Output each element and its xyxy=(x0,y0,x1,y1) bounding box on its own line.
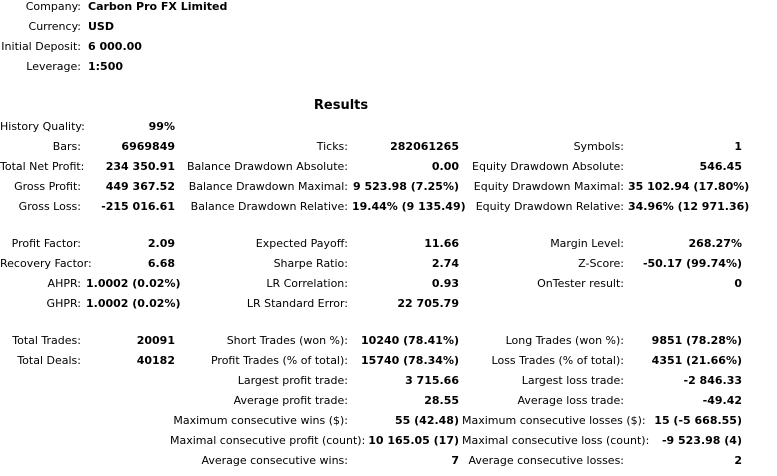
average-consecutive-losses-value: 2 xyxy=(734,454,742,467)
balance-drawdown-maximal-value: 9 523.98 (7.25%) xyxy=(353,180,459,193)
margin-level-value: 268.27% xyxy=(688,237,742,250)
largest-loss-trade-label: Largest loss trade: xyxy=(521,374,624,387)
maximal-consecutive-profit-label: Maximal consecutive profit (count): xyxy=(170,434,366,447)
company-label: Company: xyxy=(25,0,81,13)
profit-factor-label: Profit Factor: xyxy=(11,237,81,250)
symbols-label: Symbols: xyxy=(573,140,624,153)
profit-factor-value: 2.09 xyxy=(147,237,175,250)
equity-drawdown-maximal-label: Equity Drawdown Maximal: xyxy=(473,180,624,193)
expected-payoff-label: Expected Payoff: xyxy=(255,237,348,250)
average-profit-trade-label: Average profit trade: xyxy=(233,394,348,407)
gross-profit-value: 449 367.52 xyxy=(105,180,175,193)
average-loss-trade-label: Average loss trade: xyxy=(517,394,624,407)
max-consecutive-wins-label: Maximum consecutive wins ($): xyxy=(173,414,348,427)
short-trades-label: Short Trades (won %): xyxy=(226,334,348,347)
company-value: Carbon Pro FX Limited xyxy=(88,0,228,13)
average-consecutive-wins-label: Average consecutive wins: xyxy=(201,454,348,467)
ontester-result-value: 0 xyxy=(734,277,742,290)
long-trades-value: 9851 (78.28%) xyxy=(651,334,742,347)
currency-value: USD xyxy=(88,20,114,33)
average-profit-trade-value: 28.55 xyxy=(424,394,459,407)
maximal-consecutive-loss-value: -9 523.98 (4) xyxy=(661,434,742,447)
leverage-value: 1:500 xyxy=(88,60,124,73)
bars-label: Bars: xyxy=(52,140,81,153)
loss-trades-value: 4351 (21.66%) xyxy=(651,354,742,367)
equity-drawdown-relative-value: 34.96% (12 971.36) xyxy=(628,200,750,213)
results-title: Results xyxy=(313,98,369,113)
ghpr-value: 1.0002 (0.02%) xyxy=(86,297,181,310)
max-consecutive-losses-label: Maximum consecutive losses ($): xyxy=(462,414,646,427)
lr-standard-error-label: LR Standard Error: xyxy=(246,297,348,310)
average-consecutive-losses-label: Average consecutive losses: xyxy=(468,454,624,467)
max-consecutive-losses-value: 15 (-5 668.55) xyxy=(654,414,742,427)
largest-profit-trade-label: Largest profit trade: xyxy=(237,374,348,387)
equity-drawdown-maximal-value: 35 102.94 (17.80%) xyxy=(628,180,750,193)
equity-drawdown-absolute-label: Equity Drawdown Absolute: xyxy=(472,160,624,173)
lr-correlation-value: 0.93 xyxy=(431,277,459,290)
balance-drawdown-relative-label: Balance Drawdown Relative: xyxy=(190,200,348,213)
total-deals-label: Total Deals: xyxy=(17,354,81,367)
max-consecutive-wins-value: 55 (42.48) xyxy=(395,414,459,427)
leverage-label: Leverage: xyxy=(26,60,81,73)
z-score-label: Z-Score: xyxy=(578,257,624,270)
long-trades-label: Long Trades (won %): xyxy=(505,334,624,347)
total-net-profit-label: Total Net Profit: xyxy=(0,160,85,173)
initial-deposit-label: Initial Deposit: xyxy=(1,40,81,53)
average-loss-trade-value: -49.42 xyxy=(702,394,742,407)
sharpe-ratio-value: 2.74 xyxy=(431,257,459,270)
loss-trades-label: Loss Trades (% of total): xyxy=(491,354,624,367)
gross-profit-label: Gross Profit: xyxy=(14,180,81,193)
balance-drawdown-relative-value: 19.44% (9 135.49) xyxy=(352,200,466,213)
recovery-factor-value: 6.68 xyxy=(147,257,175,270)
balance-drawdown-maximal-label: Balance Drawdown Maximal: xyxy=(188,180,348,193)
bars-value: 6969849 xyxy=(121,140,175,153)
balance-drawdown-absolute-label: Balance Drawdown Absolute: xyxy=(186,160,348,173)
lr-standard-error-value: 22 705.79 xyxy=(397,297,459,310)
sharpe-ratio-label: Sharpe Ratio: xyxy=(273,257,348,270)
maximal-consecutive-profit-value: 10 165.05 (17) xyxy=(368,434,459,447)
lr-correlation-label: LR Correlation: xyxy=(266,277,348,290)
ontester-result-label: OnTester result: xyxy=(537,277,624,290)
expected-payoff-value: 11.66 xyxy=(424,237,459,250)
margin-level-label: Margin Level: xyxy=(550,237,624,250)
balance-drawdown-absolute-value: 0.00 xyxy=(431,160,459,173)
ticks-label: Ticks: xyxy=(316,140,348,153)
short-trades-value: 10240 (78.41%) xyxy=(361,334,459,347)
total-trades-label: Total Trades: xyxy=(12,334,81,347)
largest-loss-trade-value: -2 846.33 xyxy=(683,374,743,387)
z-score-value: -50.17 (99.74%) xyxy=(642,257,742,270)
total-deals-value: 40182 xyxy=(136,354,175,367)
history-quality-label: History Quality: xyxy=(0,120,85,133)
initial-deposit-value: 6 000.00 xyxy=(88,40,142,53)
average-consecutive-wins-value: 7 xyxy=(451,454,459,467)
ticks-value: 282061265 xyxy=(390,140,459,153)
maximal-consecutive-loss-label: Maximal consecutive loss (count): xyxy=(462,434,650,447)
largest-profit-trade-value: 3 715.66 xyxy=(405,374,459,387)
profit-trades-label: Profit Trades (% of total): xyxy=(210,354,348,367)
equity-drawdown-relative-label: Equity Drawdown Relative: xyxy=(475,200,624,213)
ahpr-label: AHPR: xyxy=(47,277,81,290)
equity-drawdown-absolute-value: 546.45 xyxy=(699,160,742,173)
ghpr-label: GHPR: xyxy=(46,297,81,310)
total-net-profit-value: 234 350.91 xyxy=(105,160,175,173)
gross-loss-value: -215 016.61 xyxy=(101,200,175,213)
recovery-factor-label: Recovery Factor: xyxy=(0,257,92,270)
profit-trades-value: 15740 (78.34%) xyxy=(361,354,459,367)
currency-label: Currency: xyxy=(28,20,81,33)
ahpr-value: 1.0002 (0.02%) xyxy=(86,277,181,290)
gross-loss-label: Gross Loss: xyxy=(18,200,81,213)
symbols-value: 1 xyxy=(734,140,742,153)
history-quality-value: 99% xyxy=(148,120,175,133)
total-trades-value: 20091 xyxy=(136,334,175,347)
